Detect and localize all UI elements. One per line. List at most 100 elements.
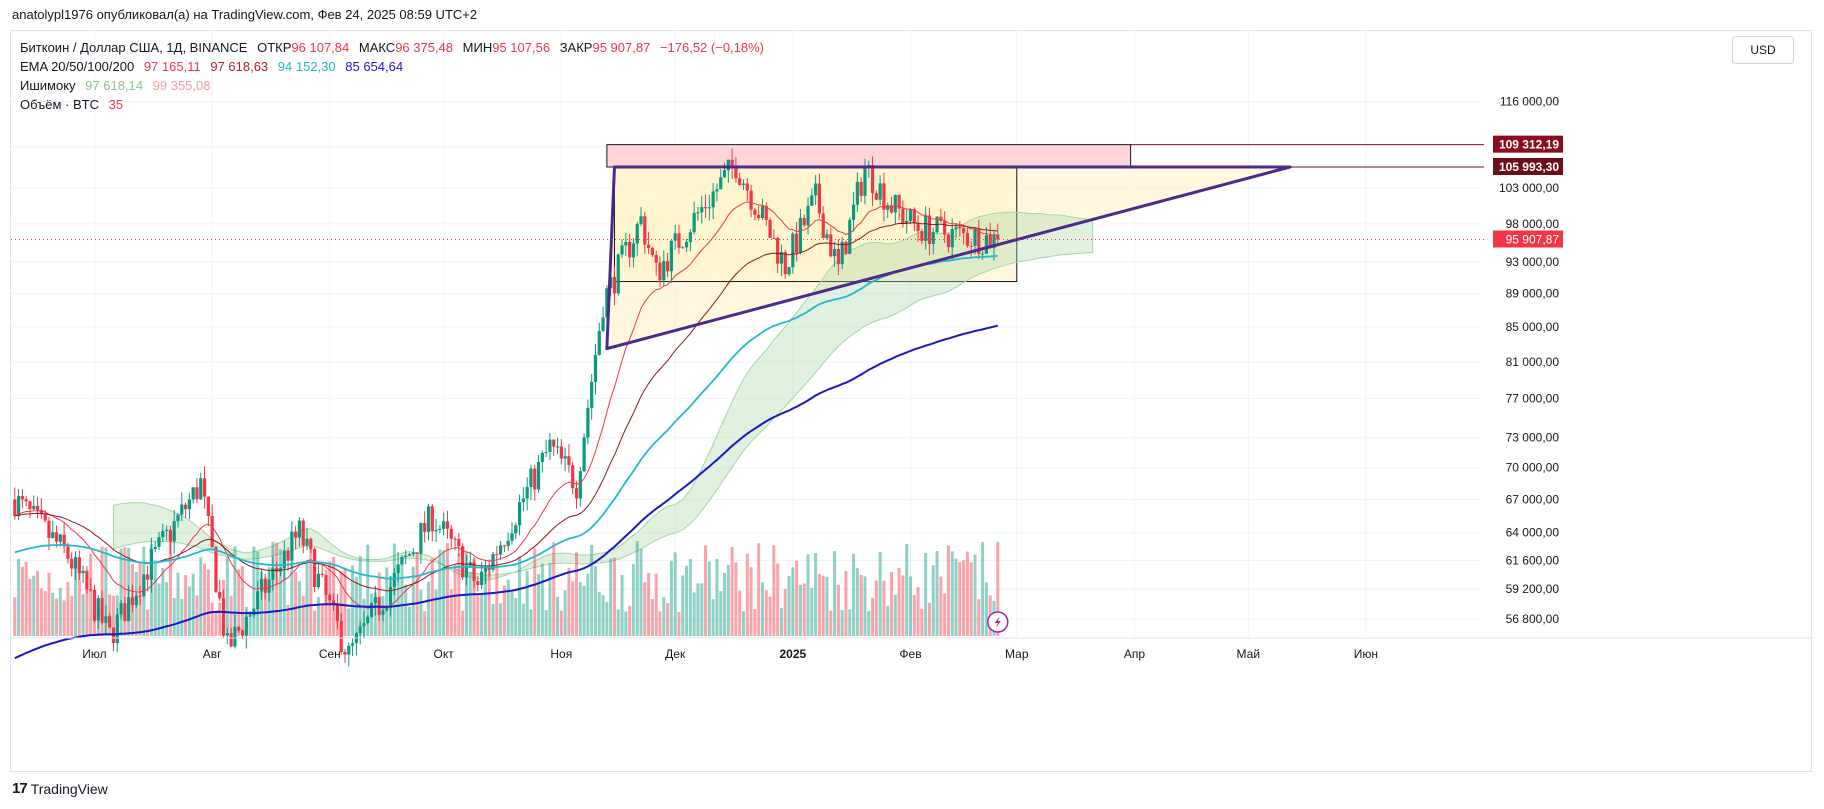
candle-body	[764, 206, 768, 220]
candle-body	[149, 549, 154, 580]
candle-body	[294, 531, 298, 538]
candle-body	[806, 205, 810, 226]
candle-body	[916, 223, 920, 231]
volume-bar	[628, 605, 632, 636]
candle-body	[802, 217, 806, 226]
volume-bar	[525, 570, 529, 636]
price-axis-label: 67 000,00	[1506, 492, 1560, 506]
volume-bar	[946, 545, 950, 636]
volume-bar	[590, 544, 594, 636]
candle-body	[100, 598, 104, 623]
tradingview-footer[interactable]: 17 TradingView	[12, 780, 108, 797]
volume-bar	[612, 557, 616, 636]
price-axis-label: 70 000,00	[1506, 461, 1560, 475]
candle-body	[650, 248, 655, 255]
candle-body	[529, 468, 533, 487]
volume-bar	[316, 597, 320, 636]
symbol-title[interactable]: Биткоин / Доллар США, 1Д, BINANCE	[20, 40, 248, 55]
volume-bar	[77, 563, 81, 636]
volume-bar	[658, 611, 662, 636]
candle-body	[681, 247, 685, 249]
volume-bar	[480, 594, 484, 636]
volume-bar	[943, 593, 947, 636]
candle-body	[347, 645, 351, 655]
open-value: 96 107,84	[291, 40, 350, 55]
candle-body	[172, 521, 176, 542]
legend-volume-row[interactable]: Объём · BTC 35	[20, 95, 764, 114]
legend-ichimoku-row[interactable]: Ишимоку 97 618,14 99 355,08	[20, 76, 764, 95]
candle-body	[111, 627, 116, 644]
volume-bar	[916, 587, 920, 636]
candle-body	[407, 554, 412, 556]
volume-bar	[39, 588, 43, 636]
volume-bar	[742, 611, 745, 636]
volume-bar	[518, 556, 522, 636]
candle-body	[104, 616, 108, 623]
volume-bar	[567, 567, 571, 636]
volume-bar	[275, 542, 279, 636]
candle-body	[400, 556, 404, 565]
candle-body	[779, 252, 784, 264]
volume-bar	[529, 609, 533, 636]
ema200-line	[14, 324, 999, 660]
volume-value: 35	[108, 97, 124, 112]
currency-selector[interactable]: USD	[1732, 36, 1794, 64]
ichimoku-value-b: 99 355,08	[152, 78, 211, 93]
legend-ema-row[interactable]: EMA 20/50/100/200 97 165,11 97 618,63 94…	[20, 57, 764, 76]
candle-body	[517, 502, 522, 526]
volume-bar	[55, 598, 59, 636]
volume-bar	[650, 599, 654, 636]
volume-bar	[157, 583, 161, 636]
volume-bar	[366, 544, 370, 636]
volume-bar	[309, 546, 313, 636]
level-label-bg	[1493, 157, 1563, 175]
candle-body	[54, 532, 59, 542]
volume-bar	[768, 596, 772, 636]
volume-bar	[51, 592, 55, 636]
candle-body	[58, 534, 62, 542]
volume-bar	[912, 595, 916, 636]
candle-body	[958, 227, 962, 229]
time-axis-label: Май	[1237, 647, 1261, 661]
volume-bar	[704, 545, 708, 636]
volume-bar	[965, 551, 969, 636]
candle-body	[571, 465, 575, 489]
candle-body	[878, 183, 882, 200]
candle-body	[51, 532, 55, 538]
volume-bar	[74, 566, 78, 636]
price-axis-label: 103 000,00	[1499, 181, 1559, 195]
candle-body	[741, 183, 746, 185]
candle-body	[605, 288, 609, 318]
volume-bar	[631, 564, 635, 636]
candle-body	[908, 209, 913, 221]
candle-body	[669, 240, 673, 272]
volume-label: Объём · BTC	[20, 97, 99, 112]
candle-body	[187, 499, 191, 510]
candle-body	[639, 216, 643, 225]
volume-bar	[715, 558, 719, 636]
volume-bar	[184, 575, 188, 636]
ema-label: EMA 20/50/100/200	[20, 59, 135, 74]
volume-bar	[677, 612, 681, 636]
time-axis-label: Июн	[1354, 647, 1378, 661]
time-axis-label: Фев	[899, 647, 921, 661]
candle-body	[180, 504, 184, 515]
price-axis-label: 89 000,00	[1506, 287, 1560, 301]
candle-body	[366, 616, 370, 624]
volume-bar	[510, 590, 514, 636]
candle-body	[684, 241, 689, 248]
volume-bar	[643, 582, 647, 636]
volume-bar	[343, 567, 347, 636]
price-axis-label: 85 000,00	[1506, 320, 1560, 334]
ema50-value: 97 618,63	[210, 59, 269, 74]
ema20-line	[14, 201, 998, 609]
candle-body	[548, 439, 552, 452]
volume-bar	[578, 582, 582, 636]
candle-body	[734, 167, 738, 179]
candle-body	[578, 471, 582, 499]
volume-bar	[840, 610, 844, 636]
candle-body	[396, 564, 400, 574]
volume-bar	[237, 569, 241, 636]
